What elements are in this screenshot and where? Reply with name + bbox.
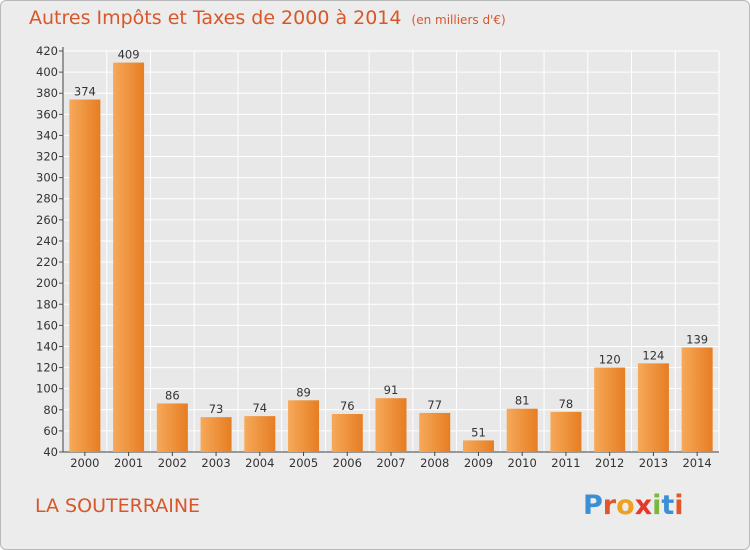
bar: [69, 99, 101, 452]
proxiti-logo: Proxiti: [583, 490, 684, 521]
bar: [462, 440, 494, 452]
bar: [637, 363, 669, 452]
y-tick-label: 220: [36, 255, 58, 269]
bar: [506, 408, 538, 452]
bar: [419, 412, 451, 452]
bar-value-label: 86: [165, 388, 180, 402]
x-tick-label: 2000: [70, 456, 99, 470]
y-tick-label: 400: [36, 65, 58, 79]
y-tick-label: 140: [36, 339, 58, 353]
y-tick-label: 180: [36, 297, 58, 311]
y-tick-label: 420: [36, 44, 58, 58]
bar-value-label: 89: [296, 385, 311, 399]
y-tick-label: 60: [43, 424, 58, 438]
x-tick-label: 2002: [158, 456, 187, 470]
bar-value-label: 409: [118, 48, 140, 62]
y-tick-label: 40: [43, 445, 58, 459]
bar: [550, 411, 582, 452]
x-tick-label: 2010: [508, 456, 537, 470]
bar-value-label: 73: [209, 402, 224, 416]
bar-value-label: 120: [599, 353, 621, 367]
bar: [113, 62, 145, 452]
x-tick-label: 2008: [420, 456, 449, 470]
bar-value-label: 139: [686, 333, 708, 347]
x-tick-label: 2003: [201, 456, 230, 470]
bar-value-label: 374: [74, 85, 96, 99]
bar-value-label: 91: [384, 383, 399, 397]
bar-value-label: 78: [559, 397, 574, 411]
y-tick-label: 360: [36, 107, 58, 121]
bar: [288, 400, 320, 452]
y-tick-label: 160: [36, 318, 58, 332]
x-tick-label: 2006: [333, 456, 362, 470]
x-tick-label: 2007: [376, 456, 405, 470]
y-tick-label: 240: [36, 234, 58, 248]
bar: [156, 403, 188, 452]
y-tick-label: 100: [36, 382, 58, 396]
x-tick-label: 2005: [289, 456, 318, 470]
y-tick-label: 300: [36, 171, 58, 185]
x-tick-label: 2011: [551, 456, 580, 470]
bar-value-label: 81: [515, 394, 530, 408]
y-tick-label: 380: [36, 86, 58, 100]
x-tick-label: 2004: [245, 456, 274, 470]
x-tick-label: 2012: [595, 456, 624, 470]
y-tick-label: 320: [36, 150, 58, 164]
bar: [331, 414, 363, 452]
bar-value-label: 76: [340, 399, 355, 413]
chart-title: Autres Impôts et Taxes de 2000 à 2014 (e…: [29, 7, 506, 29]
x-tick-label: 2009: [464, 456, 493, 470]
bar: [244, 416, 276, 452]
bar-value-label: 77: [427, 398, 442, 412]
y-tick-label: 340: [36, 128, 58, 142]
y-tick-label: 280: [36, 192, 58, 206]
bar: [200, 417, 232, 452]
chart-title-text: Autres Impôts et Taxes de 2000 à 2014: [29, 7, 402, 29]
bar-value-label: 74: [252, 401, 267, 415]
y-tick-label: 260: [36, 213, 58, 227]
city-name: LA SOUTERRAINE: [35, 495, 201, 517]
x-tick-label: 2013: [639, 456, 668, 470]
chart-unit: (en milliers d'€): [411, 13, 506, 27]
y-tick-label: 200: [36, 276, 58, 290]
x-tick-label: 2001: [114, 456, 143, 470]
x-tick-label: 2014: [682, 456, 711, 470]
bar: [375, 398, 407, 452]
bar-value-label: 51: [471, 425, 486, 439]
bar-value-label: 124: [642, 348, 664, 362]
bar: [681, 347, 713, 452]
y-tick-label: 120: [36, 361, 58, 375]
y-tick-label: 80: [43, 403, 58, 417]
bar: [594, 367, 626, 452]
